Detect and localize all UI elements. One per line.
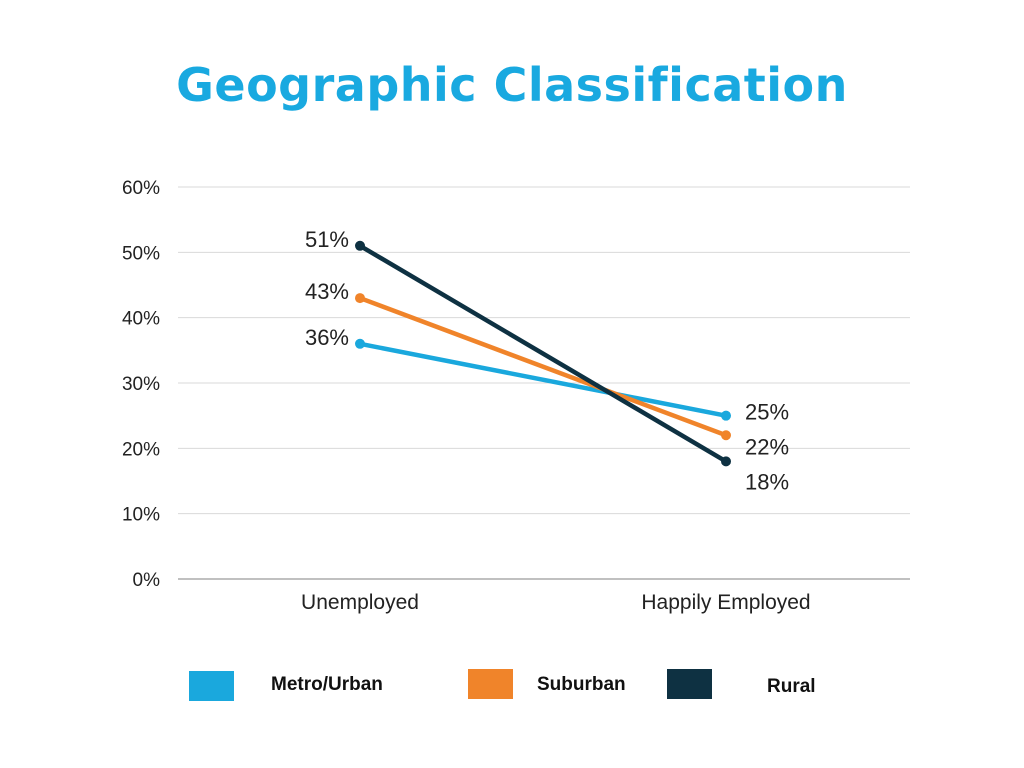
x-category-label: Unemployed xyxy=(301,591,419,614)
series-line xyxy=(357,341,729,418)
y-tick-label: 20% xyxy=(122,439,160,460)
y-tick-label: 50% xyxy=(122,243,160,264)
legend-label: Rural xyxy=(767,676,816,697)
data-point xyxy=(721,456,731,467)
data-point xyxy=(355,240,365,251)
data-label: 51% xyxy=(305,227,349,252)
data-labels: 36% 43% 51% 25% 22% 18% xyxy=(305,227,789,495)
data-label: 36% xyxy=(305,325,349,350)
data-label: 43% xyxy=(305,279,349,304)
x-category-label: Happily Employed xyxy=(641,591,810,614)
y-axis-tick-labels: 0% 10% 20% 30% 40% 50% 60% xyxy=(122,178,160,591)
legend-label: Suburban xyxy=(537,674,626,695)
x-axis-category-labels: Unemployed Happily Employed xyxy=(301,591,811,614)
series-line xyxy=(357,295,729,438)
y-tick-label: 30% xyxy=(122,374,160,395)
data-point xyxy=(721,430,731,441)
y-tick-label: 0% xyxy=(133,570,161,591)
legend: Metro/Urban Suburban Rural xyxy=(189,669,816,701)
legend-swatch xyxy=(189,671,234,701)
gridlines xyxy=(178,186,910,580)
data-point xyxy=(355,293,365,304)
data-label: 25% xyxy=(745,400,789,425)
y-tick-label: 60% xyxy=(122,178,160,199)
legend-swatch xyxy=(667,669,712,699)
y-tick-label: 10% xyxy=(122,505,160,526)
data-point xyxy=(721,410,731,421)
data-point xyxy=(355,338,365,349)
chart-title: Geographic Classification xyxy=(176,58,848,112)
y-tick-label: 40% xyxy=(122,309,160,330)
series-lines xyxy=(355,240,731,467)
data-label: 18% xyxy=(745,470,789,495)
data-label: 22% xyxy=(745,435,789,460)
series-line xyxy=(357,243,729,464)
legend-swatch xyxy=(468,669,513,699)
legend-label: Metro/Urban xyxy=(271,674,383,695)
